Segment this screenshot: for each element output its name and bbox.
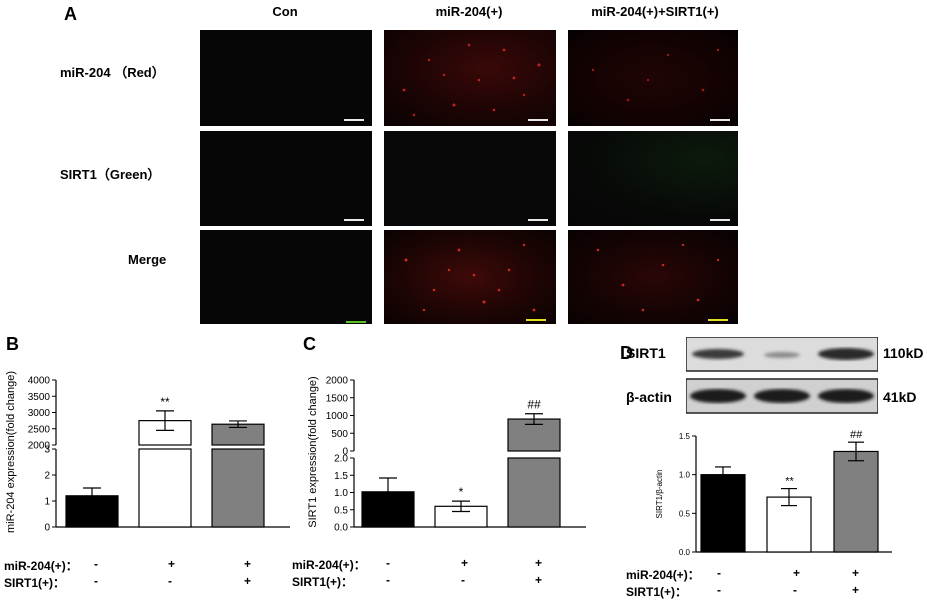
bar [700, 474, 746, 553]
image-mir204-merge [384, 230, 556, 324]
condition-sign-mir204: - [386, 556, 390, 570]
bar [766, 496, 812, 553]
y-tick-label: 0 [44, 523, 50, 534]
column-header-mir204-sirt1: miR-204(+)+SIRT1(+) [591, 4, 719, 19]
condition-sign-sirt1: - [461, 573, 465, 587]
condition-label-mir204: miR-204(+)： [292, 558, 366, 572]
panel-c-letter: C [303, 334, 316, 354]
condition-sign-mir204: - [94, 557, 98, 571]
bar [833, 450, 879, 553]
blot-label-sirt1: SIRT1 [626, 345, 666, 361]
row-header-merge: Merge [128, 252, 167, 267]
condition-sign-mir204: + [168, 557, 176, 571]
image-mir204-sirt1-green [568, 131, 738, 226]
condition-label-sirt1: SIRT1(+)： [4, 576, 66, 590]
y-tick-label: 3000 [28, 408, 51, 419]
y-tick-label: 1000 [326, 411, 349, 422]
condition-sign-sirt1: - [168, 574, 172, 588]
y-tick-label: 2.0 [334, 454, 348, 465]
condition-sign-mir204: + [244, 557, 252, 571]
image-mir204-green [384, 131, 556, 226]
y-tick-label: 0.5 [334, 505, 348, 516]
condition-sign-mir204: + [852, 566, 860, 580]
row-header-red: miR-204 （Red） [60, 65, 165, 80]
condition-sign-sirt1: + [535, 573, 543, 587]
y-tick-label: 2 [44, 471, 50, 482]
chart-d: 0.0 0.5 1.0 1.5 SIRT1/β-actin ** ## [655, 429, 892, 557]
y-tick-label: 1 [44, 497, 50, 508]
y-tick-label: 4000 [28, 376, 51, 387]
condition-sign-sirt1: - [717, 583, 721, 597]
y-tick-label: 3 [44, 445, 50, 456]
y-axis-label: SIRT1/β-actin [655, 470, 664, 519]
y-tick-label: 3500 [28, 392, 51, 403]
western-blot-image [686, 337, 878, 414]
image-con-merge [200, 230, 372, 324]
significance-mark: ** [785, 476, 794, 488]
condition-label-mir204: miR-204(+)： [626, 568, 700, 582]
condition-sign-mir204: + [793, 566, 801, 580]
bar-lower [211, 448, 265, 528]
condition-sign-mir204: + [461, 556, 469, 570]
y-tick-label: 2000 [28, 441, 51, 452]
condition-sign-sirt1: + [852, 583, 860, 597]
y-tick-label: 1.5 [679, 432, 691, 441]
condition-sign-sirt1: - [386, 573, 390, 587]
image-mir204-sirt1-merge [568, 230, 738, 324]
y-tick-label: 0 [342, 447, 348, 458]
y-tick-label: 2500 [28, 424, 51, 435]
blot-size-actin: 41kD [883, 389, 917, 405]
y-axis-label: miR-204 expression(fold change) [5, 371, 17, 533]
column-header-mir204: miR-204(+) [435, 4, 503, 19]
significance-mark: ## [850, 429, 863, 441]
condition-sign-mir204: - [717, 566, 721, 580]
panel-b-letter: B [6, 334, 19, 354]
condition-label-mir204: miR-204(+)： [4, 559, 78, 573]
chart-c: 0.0 0.5 1.0 1.5 2.00 500 1000 1500 2000 SIRT1 exp… [307, 376, 586, 534]
y-axis-label: SIRT1 expression(fold change) [307, 376, 319, 527]
column-header-con: Con [272, 4, 298, 19]
significance-mark: ** [160, 395, 170, 409]
y-tick-label: 500 [331, 429, 348, 440]
y-tick-label: 0.0 [334, 523, 348, 534]
panel-d-letter: D [620, 343, 633, 363]
image-mir204-red [384, 30, 556, 126]
blot-label-actin: β-actin [626, 389, 672, 405]
bar-lower [138, 448, 192, 528]
row-header-green: SIRT1（Green） [60, 167, 161, 182]
y-tick-label: 1500 [326, 393, 349, 404]
blot-size-sirt1: 110kD [883, 345, 924, 361]
significance-mark: * [459, 485, 464, 499]
y-tick-label: 2000 [326, 376, 349, 387]
y-tick-label: 1.5 [334, 471, 348, 482]
bar-lower [507, 457, 561, 528]
condition-sign-sirt1: - [94, 574, 98, 588]
condition-label-sirt1: SIRT1(+)： [626, 585, 688, 599]
condition-sign-mir204: + [535, 556, 543, 570]
image-mir204-sirt1-red [568, 30, 738, 126]
condition-sign-sirt1: + [244, 574, 252, 588]
y-tick-label: 1.0 [334, 488, 348, 499]
significance-mark: ## [527, 398, 541, 412]
condition-sign-sirt1: - [793, 583, 797, 597]
y-tick-label: 0.5 [679, 509, 691, 518]
y-tick-label: 1.0 [679, 471, 691, 480]
y-tick-label: 0.0 [679, 548, 691, 557]
condition-label-sirt1: SIRT1(+)： [292, 575, 354, 589]
image-con-green [200, 131, 372, 226]
image-con-red [200, 30, 372, 126]
panel-a-letter: A [64, 4, 77, 24]
